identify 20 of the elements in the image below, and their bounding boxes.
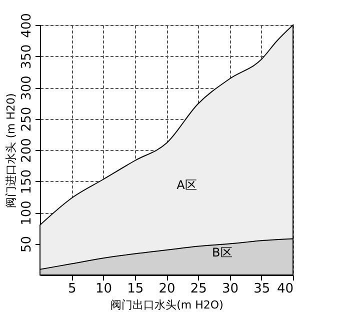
x-tick-label: 35	[254, 282, 270, 296]
x-tick-label: 25	[190, 282, 207, 296]
y-tick-label: 200	[20, 138, 34, 163]
x-tick-label: 40	[276, 282, 294, 296]
y-tick-label: 50	[20, 236, 34, 253]
y-axis-title: 阀门进口水头 (m H20)	[4, 93, 18, 208]
x-tick-label: 30	[222, 282, 239, 296]
y-tick-label: 400	[20, 13, 34, 38]
y-tick-label: 350	[20, 44, 34, 70]
x-tick-label: 10	[95, 282, 112, 296]
y-tick-label: 250	[20, 106, 34, 132]
y-tick-label: 300	[20, 76, 34, 100]
x-tick-label: 20	[158, 282, 176, 296]
x-tick-label: 15	[127, 282, 144, 296]
y-tick-label: 150	[20, 169, 34, 194]
annotation: A区	[176, 178, 197, 192]
y-tick-label: 100	[20, 200, 34, 226]
x-tick-label: 5	[68, 282, 76, 296]
x-axis-title: 阀门出口水头(m H2O)	[110, 298, 224, 312]
annotation: B区	[212, 246, 232, 260]
